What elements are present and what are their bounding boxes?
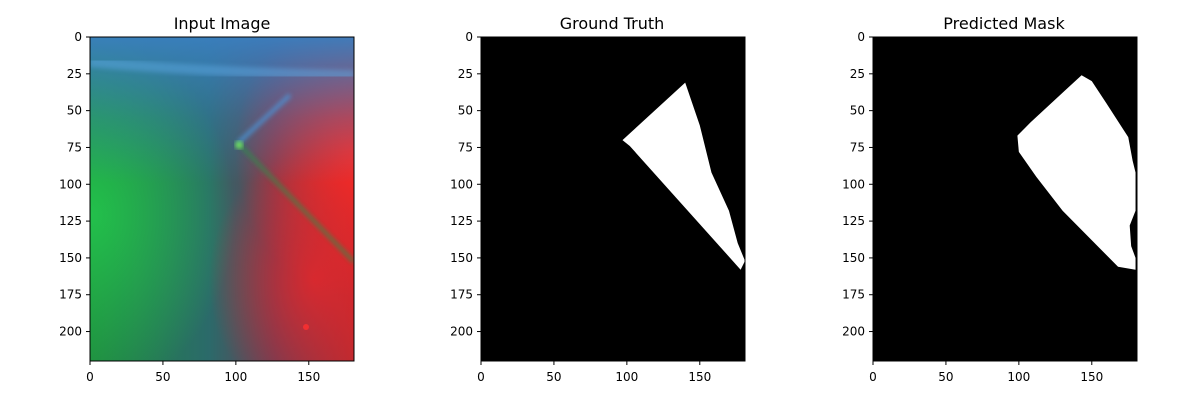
axes-frame	[480, 36, 746, 362]
y-tick-label: 0	[857, 30, 865, 44]
axes-frame	[89, 36, 355, 362]
y-tick-label: 125	[842, 214, 865, 228]
y-tick-label: 100	[59, 177, 82, 191]
y-tick-label: 0	[74, 30, 82, 44]
x-axis: 0 50 100 150	[477, 361, 711, 384]
y-tick-label: 50	[850, 104, 865, 118]
y-tick-label: 75	[850, 140, 865, 154]
y-tick-label: 50	[458, 104, 473, 118]
y-axis: 0 25 50 75 100 125 150 175 200	[450, 30, 481, 339]
y-tick-label: 75	[67, 140, 82, 154]
mask-region	[622, 82, 745, 270]
x-axis: 0 50 100 150	[86, 361, 320, 384]
x-tick-label: 150	[297, 370, 320, 384]
axes-frame	[872, 36, 1138, 362]
x-tick-label: 50	[546, 370, 561, 384]
y-tick-label: 200	[59, 325, 82, 339]
x-tick-label: 50	[155, 370, 170, 384]
x-tick-label: 150	[688, 370, 711, 384]
y-tick-label: 25	[67, 67, 82, 81]
y-tick-label: 75	[458, 140, 473, 154]
panel-title: Input Image	[174, 14, 271, 33]
y-tick-label: 100	[450, 177, 473, 191]
panel-title: Ground Truth	[560, 14, 665, 33]
y-axis: 0 25 50 75 100 125 150 175 200	[59, 30, 90, 339]
y-tick-label: 100	[842, 177, 865, 191]
x-tick-label: 100	[224, 370, 247, 384]
y-tick-label: 125	[450, 214, 473, 228]
x-tick-label: 100	[615, 370, 638, 384]
y-tick-label: 175	[450, 288, 473, 302]
y-tick-label: 25	[850, 67, 865, 81]
y-tick-label: 175	[842, 288, 865, 302]
y-tick-label: 175	[59, 288, 82, 302]
y-tick-label: 125	[59, 214, 82, 228]
x-tick-label: 150	[1080, 370, 1103, 384]
y-tick-label: 200	[450, 325, 473, 339]
input-image-panel: Input Image 0 50 100 150 0 25 50 75 100 125 150 17…	[59, 14, 355, 384]
y-tick-label: 25	[458, 67, 473, 81]
input-image	[90, 37, 354, 361]
y-tick-label: 150	[59, 251, 82, 265]
x-tick-label: 50	[938, 370, 953, 384]
predicted-mask-panel: Predicted Mask 0 50 100 150 0 25 50 75 100 125 15…	[842, 14, 1138, 384]
ground-truth-panel: Ground Truth 0 50 100 150 0 25 50 75 100 125 150 1…	[450, 14, 746, 384]
x-tick-label: 0	[86, 370, 94, 384]
x-tick-label: 100	[1007, 370, 1030, 384]
x-tick-label: 0	[477, 370, 485, 384]
y-tick-label: 150	[842, 251, 865, 265]
mask-region	[1017, 75, 1136, 270]
y-axis: 0 25 50 75 100 125 150 175 200	[842, 30, 873, 339]
x-tick-label: 0	[869, 370, 877, 384]
y-tick-label: 0	[465, 30, 473, 44]
y-tick-label: 150	[450, 251, 473, 265]
y-tick-label: 200	[842, 325, 865, 339]
x-axis: 0 50 100 150	[869, 361, 1103, 384]
panel-title: Predicted Mask	[943, 14, 1065, 33]
y-tick-label: 50	[67, 104, 82, 118]
